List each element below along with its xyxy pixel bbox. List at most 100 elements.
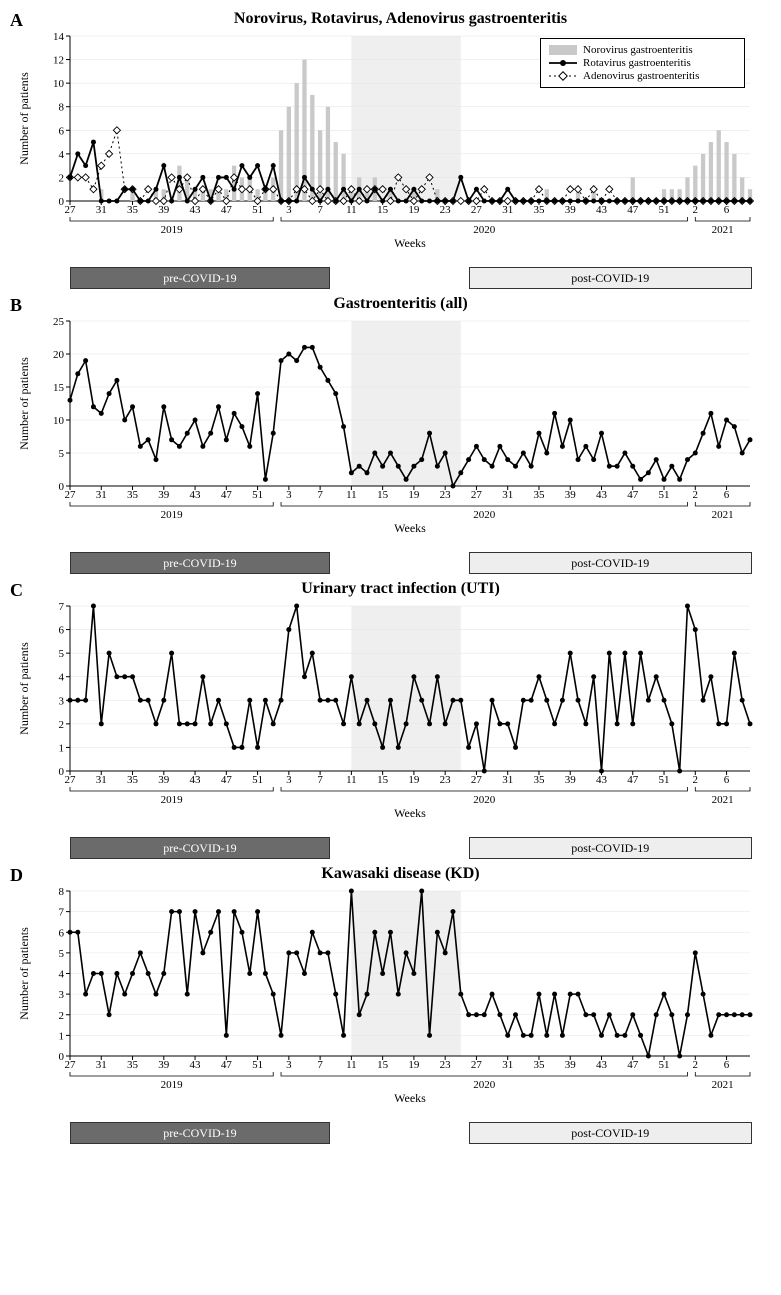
rota-marker <box>716 199 721 204</box>
main-marker <box>286 352 291 357</box>
y-tick-label: 5 <box>59 948 65 960</box>
shaded-transition-band <box>351 606 460 771</box>
period-bar: pre-COVID-19post-COVID-19 <box>70 837 750 857</box>
rota-marker <box>458 175 463 180</box>
pre-covid-box: pre-COVID-19 <box>70 837 330 859</box>
chart-svg: 0510152025Number of patients273135394347… <box>10 315 770 550</box>
main-marker <box>341 1033 346 1038</box>
main-marker <box>622 451 627 456</box>
main-marker <box>200 674 205 679</box>
panel-title: Norovirus, Rotavirus, Adenovirus gastroe… <box>10 10 781 28</box>
main-marker <box>263 477 268 482</box>
main-marker <box>286 627 291 632</box>
main-marker <box>662 477 667 482</box>
rota-marker <box>708 199 713 204</box>
main-marker <box>193 418 198 423</box>
x-tick-label: 51 <box>252 204 263 216</box>
main-marker <box>607 651 612 656</box>
rota-marker <box>396 199 401 204</box>
main-marker <box>482 1012 487 1017</box>
main-marker <box>505 457 510 462</box>
panel-A: ANorovirus, Rotavirus, Adenovirus gastro… <box>10 10 781 287</box>
year-bracket-label: 2019 <box>161 1079 184 1091</box>
legend-label: Rotavirus gastroenteritis <box>583 57 691 69</box>
main-marker <box>474 721 479 726</box>
main-marker <box>341 721 346 726</box>
main-marker <box>177 721 182 726</box>
main-marker <box>239 745 244 750</box>
chart-svg: 01234567Number of patients27313539434751… <box>10 600 770 835</box>
rota-marker <box>693 199 698 204</box>
y-tick-label: 12 <box>53 55 64 67</box>
main-marker <box>716 444 721 449</box>
main-marker <box>216 909 221 914</box>
main-marker <box>380 745 385 750</box>
main-marker <box>576 698 581 703</box>
main-marker <box>318 698 323 703</box>
rota-marker <box>450 199 455 204</box>
main-marker <box>263 971 268 976</box>
adeno-marker <box>238 186 245 193</box>
adeno-marker <box>90 186 97 193</box>
main-marker <box>75 930 80 935</box>
main-marker <box>396 464 401 469</box>
main-marker <box>708 674 713 679</box>
main-marker <box>232 411 237 416</box>
main-marker <box>107 1012 112 1017</box>
x-tick-label: 43 <box>596 1059 608 1071</box>
rota-marker <box>732 199 737 204</box>
y-tick-label: 7 <box>59 907 65 919</box>
rota-marker <box>591 199 596 204</box>
main-marker <box>200 950 205 955</box>
x-tick-label: 39 <box>158 1059 170 1071</box>
main-marker <box>404 950 409 955</box>
main-marker <box>732 1012 737 1017</box>
x-tick-label: 39 <box>565 489 577 501</box>
main-marker <box>638 477 643 482</box>
main-marker <box>91 404 96 409</box>
y-tick-label: 25 <box>53 316 65 328</box>
x-tick-label: 43 <box>596 204 608 216</box>
x-tick-label: 43 <box>596 489 608 501</box>
x-tick-label: 27 <box>471 1059 483 1071</box>
x-tick-label: 3 <box>286 774 292 786</box>
x-tick-label: 11 <box>346 774 357 786</box>
panel-label: C <box>10 580 23 601</box>
main-marker <box>607 1012 612 1017</box>
main-marker <box>505 1033 510 1038</box>
main-marker <box>536 992 541 997</box>
main-marker <box>427 1033 432 1038</box>
rota-marker <box>654 199 659 204</box>
x-tick-label: 6 <box>724 774 730 786</box>
main-marker <box>372 721 377 726</box>
main-marker <box>302 674 307 679</box>
rota-marker <box>138 199 143 204</box>
main-marker <box>68 698 73 703</box>
noro-bar <box>724 142 728 201</box>
main-marker <box>599 431 604 436</box>
rota-marker <box>474 187 479 192</box>
main-marker <box>568 651 573 656</box>
main-marker <box>669 1012 674 1017</box>
main-marker <box>701 698 706 703</box>
main-marker <box>521 698 526 703</box>
main-marker <box>341 424 346 429</box>
main-marker <box>544 451 549 456</box>
main-marker <box>435 674 440 679</box>
main-marker <box>99 971 104 976</box>
main-marker <box>349 470 354 475</box>
main-marker <box>325 378 330 383</box>
main-marker <box>333 698 338 703</box>
main-marker <box>646 1054 651 1059</box>
main-marker <box>99 411 104 416</box>
rota-marker <box>177 175 182 180</box>
main-marker <box>458 470 463 475</box>
year-bracket-label: 2020 <box>473 224 496 236</box>
main-marker <box>349 674 354 679</box>
main-marker <box>560 1033 565 1038</box>
rota-marker <box>200 175 205 180</box>
main-marker <box>599 1033 604 1038</box>
y-tick-label: 15 <box>53 382 65 394</box>
x-axis-label: Weeks <box>394 1091 426 1105</box>
x-tick-label: 51 <box>252 774 263 786</box>
